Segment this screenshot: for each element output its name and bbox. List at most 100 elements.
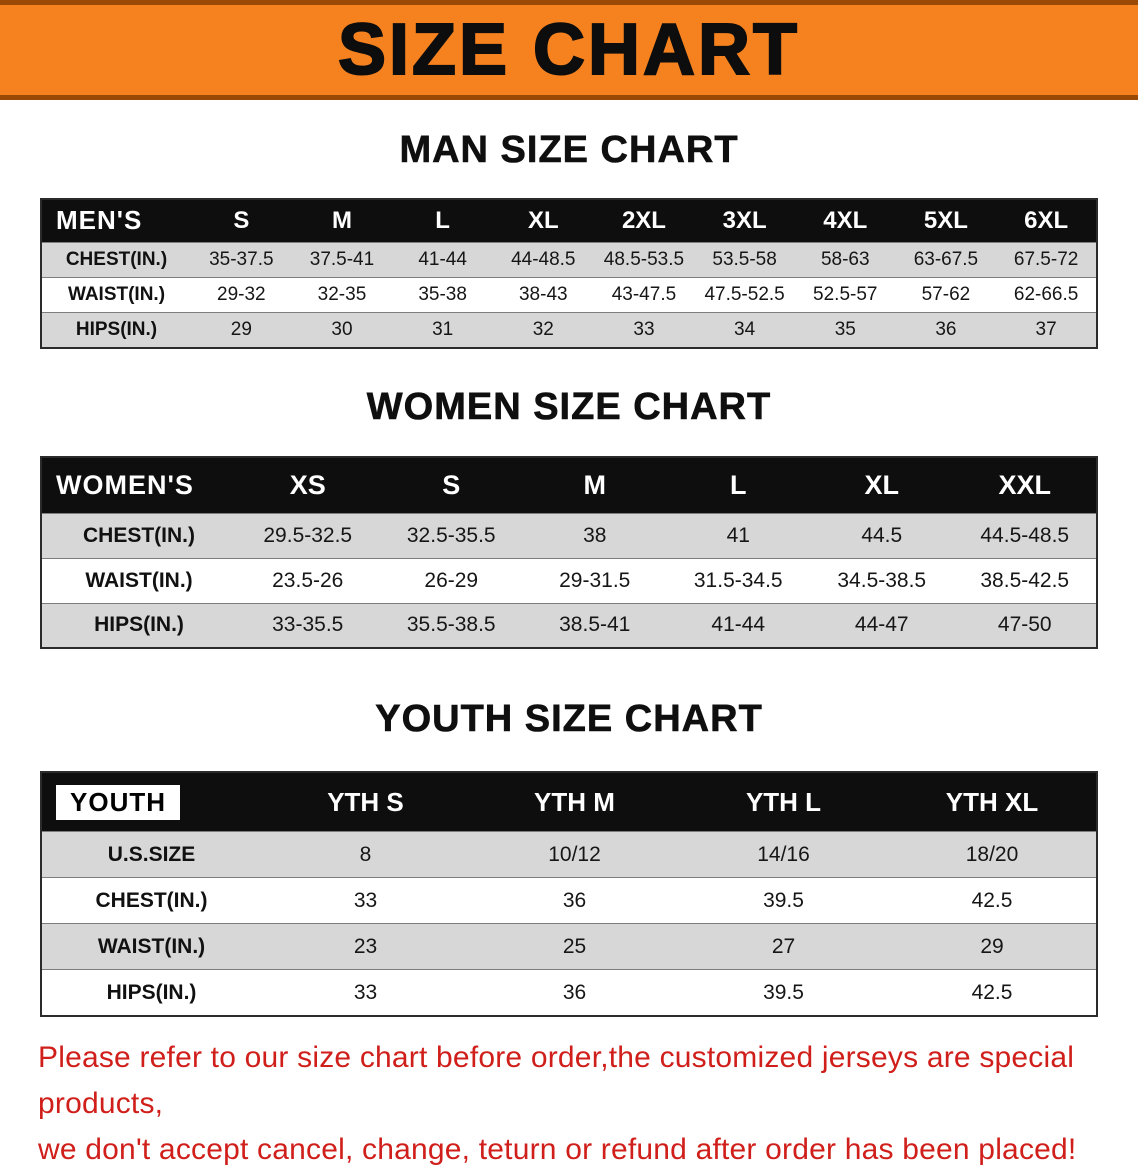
size-value-cell: 53.5-58 xyxy=(712,249,777,271)
size-value-cell: 10/12 xyxy=(548,842,601,866)
table-row: CHEST(IN.) 35-37.5 37.5-41 41-44 44-48.5 48.5… xyxy=(41,242,1097,278)
size-value-cell: 32.5-35.5 xyxy=(406,523,496,547)
size-value-cell: 39.5 xyxy=(763,980,804,1004)
men-section: MAN SIZE CHART MEN'S S M L XL 2XL 3XL 4XL 5XL 6XL… xyxy=(0,128,1138,349)
row-label: WAIST(IN.) xyxy=(67,284,166,306)
size-value-cell: 35.5-38.5 xyxy=(406,613,496,637)
women-size-table: WOMEN'S XS S M L XL XXL CHEST(IN.) 29.5-32.5 32.5… xyxy=(40,456,1098,650)
size-header-cell: 4XL xyxy=(794,198,896,243)
size-header-cell: L xyxy=(392,198,493,243)
table-row: WAIST(IN.) 23.5-26 26-29 29-31.5 31.5-34.5 34… xyxy=(41,558,1097,604)
row-label: HIPS(IN.) xyxy=(94,613,184,637)
row-label: WAIST(IN.) xyxy=(85,568,193,592)
table-row: WAIST(IN.) 29-32 32-35 35-38 38-43 43-47.5 47.… xyxy=(41,277,1097,313)
disclaimer-line-1: Please refer to our size chart before or… xyxy=(38,1040,1075,1120)
size-value-cell: 33 xyxy=(353,888,378,912)
size-value-cell: 42.5 xyxy=(971,980,1013,1004)
table-header-row: YOUTH YTH S YTH M YTH L YTH XL xyxy=(41,771,1097,832)
size-header-cell: XL xyxy=(810,457,954,514)
youth-section-title: YOUTH SIZE CHART xyxy=(375,698,763,741)
table-row: U.S.SIZE 8 10/12 14/16 18/20 xyxy=(41,831,1097,878)
size-value-cell: 23.5-26 xyxy=(272,568,344,592)
size-value-cell: 37 xyxy=(1035,318,1057,340)
size-value-cell: 41 xyxy=(726,523,750,547)
size-value-cell: 41-44 xyxy=(711,613,766,637)
men-section-title: MAN SIZE CHART xyxy=(399,129,739,172)
size-value-cell: 23 xyxy=(353,934,378,958)
size-value-cell: 67.5-72 xyxy=(1013,249,1079,271)
size-header-cell: S xyxy=(191,198,292,243)
size-header-cell: L xyxy=(666,457,810,514)
size-value-cell: 35-37.5 xyxy=(209,249,274,271)
size-value-cell: 38.5-42.5 xyxy=(980,568,1070,592)
size-header-cell: 2XL xyxy=(593,198,695,243)
table-header-row: MEN'S S M L XL 2XL 3XL 4XL 5XL 6XL xyxy=(41,198,1097,243)
size-header-cell: 5XL xyxy=(895,198,997,243)
size-value-cell: 35-38 xyxy=(418,284,467,306)
table-row: CHEST(IN.) 33 36 39.5 42.5 xyxy=(41,877,1097,924)
size-header-cell: 6XL xyxy=(996,198,1097,243)
size-value-cell: 29-32 xyxy=(217,284,266,306)
size-value-cell: 58-63 xyxy=(820,249,870,271)
size-value-cell: 36 xyxy=(562,888,587,912)
size-value-cell: 30 xyxy=(331,318,353,340)
size-value-cell: 33 xyxy=(353,980,378,1004)
table-row: HIPS(IN.) 33-35.5 35.5-38.5 38.5-41 41-44 44-… xyxy=(41,603,1097,649)
women-section: WOMEN SIZE CHART WOMEN'S XS S M L XL XXL CHEST(… xyxy=(0,385,1138,650)
size-header-cell: XL xyxy=(492,198,594,243)
size-value-cell: 32-35 xyxy=(317,284,367,306)
table-row: WAIST(IN.) 23 25 27 29 xyxy=(41,923,1097,970)
size-value-cell: 27 xyxy=(771,934,796,958)
size-value-cell: 34 xyxy=(734,318,756,340)
banner: SIZE CHART xyxy=(0,0,1138,100)
size-value-cell: 32 xyxy=(532,318,554,340)
size-value-cell: 38.5-41 xyxy=(559,613,631,637)
row-label: CHEST(IN.) xyxy=(83,523,195,547)
size-value-cell: 14/16 xyxy=(757,842,810,866)
size-header-cell: XXL xyxy=(953,457,1097,514)
size-value-cell: 31 xyxy=(432,318,454,340)
row-label: CHEST(IN.) xyxy=(65,249,168,271)
size-header-cell: M xyxy=(523,457,667,514)
size-value-cell: 25 xyxy=(562,934,587,958)
youth-section: YOUTH SIZE CHART YOUTH YTH S YTH M YTH L YTH… xyxy=(0,697,1138,1017)
size-value-cell: 31.5-34.5 xyxy=(693,568,783,592)
size-value-cell: 41-44 xyxy=(418,249,467,271)
table-row: HIPS(IN.) 29 30 31 32 33 34 35 36 37 xyxy=(41,312,1097,348)
size-value-cell: 43-47.5 xyxy=(611,284,677,306)
size-value-cell: 8 xyxy=(359,842,372,866)
size-value-cell: 48.5-53.5 xyxy=(603,249,685,271)
disclaimer-line-2: we don't accept cancel, change, teturn o… xyxy=(38,1132,1077,1166)
size-value-cell: 44.5 xyxy=(861,523,903,547)
size-value-cell: 47-50 xyxy=(997,613,1052,637)
row-label: HIPS(IN.) xyxy=(75,318,158,340)
size-value-cell: 29.5-32.5 xyxy=(263,523,353,547)
table-corner-label: WOMEN'S xyxy=(41,457,236,514)
table-corner-label: MEN'S xyxy=(41,198,191,243)
size-value-cell: 18/20 xyxy=(965,842,1019,866)
size-value-cell: 36 xyxy=(935,318,957,340)
size-value-cell: 39.5 xyxy=(763,888,804,912)
size-value-cell: 47.5-52.5 xyxy=(704,284,785,306)
size-value-cell: 33 xyxy=(633,318,655,340)
size-value-cell: 37.5-41 xyxy=(309,249,375,271)
table-corner-label-text: YOUTH xyxy=(56,784,180,820)
size-header-cell: YTH XL xyxy=(888,771,1097,832)
size-header-cell: YTH S xyxy=(261,771,470,832)
row-label: HIPS(IN.) xyxy=(106,980,197,1004)
size-value-cell: 63-67.5 xyxy=(913,249,979,271)
size-value-cell: 29 xyxy=(980,934,1004,958)
table-row: CHEST(IN.) 29.5-32.5 32.5-35.5 38 41 44.5 44.5… xyxy=(41,513,1097,559)
size-value-cell: 26-29 xyxy=(424,568,479,592)
table-row: HIPS(IN.) 33 36 39.5 42.5 xyxy=(41,969,1097,1016)
row-label: U.S.SIZE xyxy=(107,842,196,866)
table-corner-label: YOUTH xyxy=(41,771,261,832)
size-value-cell: 57-62 xyxy=(921,284,971,306)
table-corner-label-text: WOMEN'S xyxy=(56,469,194,500)
size-value-cell: 36 xyxy=(562,980,587,1004)
size-value-cell: 34.5-38.5 xyxy=(837,568,927,592)
size-header-cell: XS xyxy=(236,457,380,514)
men-size-table: MEN'S S M L XL 2XL 3XL 4XL 5XL 6XL CHEST(IN.) 35-37… xyxy=(40,197,1098,349)
size-value-cell: 38-43 xyxy=(518,284,568,306)
